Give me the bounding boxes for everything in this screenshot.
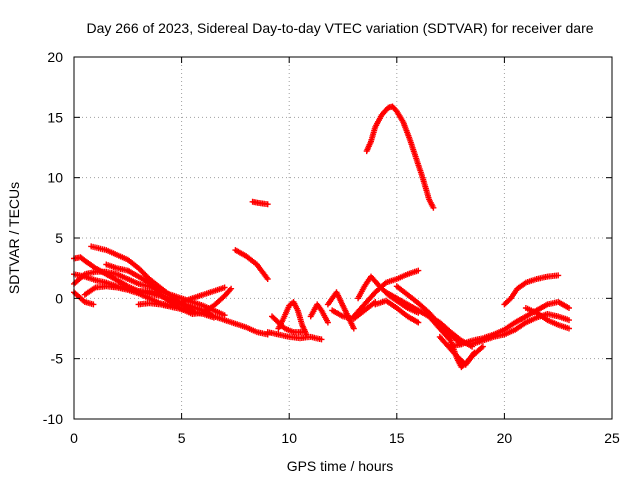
data-point	[299, 329, 306, 336]
series-track-x	[436, 333, 486, 368]
series-track-o	[307, 301, 331, 326]
series-track-n	[269, 313, 306, 336]
y-tick-label: 5	[55, 230, 63, 246]
y-tick-label: 0	[55, 290, 63, 306]
data-point	[90, 301, 97, 308]
data-point	[210, 314, 217, 321]
data-point	[157, 289, 164, 296]
data-point	[228, 285, 235, 292]
series-track-m	[264, 329, 325, 343]
data-point	[479, 343, 486, 350]
data-point	[221, 284, 228, 291]
y-tick-label: 10	[47, 170, 63, 186]
data-point	[415, 319, 422, 326]
grid-lines	[74, 57, 612, 419]
x-tick-label: 20	[497, 430, 513, 446]
data-point	[318, 336, 325, 343]
series-track-ac	[363, 103, 437, 211]
y-tick-label: 15	[47, 109, 63, 125]
data-point	[566, 317, 572, 324]
y-tick-label: -5	[51, 351, 64, 367]
data-point	[566, 305, 572, 311]
x-tick-label: 5	[178, 430, 186, 446]
series-track-y	[447, 299, 572, 350]
data-point	[221, 312, 228, 319]
x-tick-label: 15	[389, 430, 405, 446]
x-tick-label: 10	[281, 430, 297, 446]
data-point	[430, 204, 437, 211]
data-point	[555, 272, 562, 279]
series-track-ab	[522, 305, 572, 332]
data-point	[324, 319, 331, 326]
data-point	[264, 276, 271, 282]
y-tick-label: -10	[43, 411, 63, 427]
y-tick-label: 20	[47, 49, 63, 65]
data-point	[566, 325, 572, 332]
series-track-z	[469, 311, 572, 348]
data-points	[71, 103, 572, 371]
data-point	[415, 267, 422, 274]
series-track-i	[178, 284, 228, 305]
axis-ticks: 0 5 10 15 20 25 -10 -5 0 5 10 15 20	[43, 49, 620, 446]
series-track-l	[275, 299, 310, 338]
data-point	[350, 325, 357, 332]
y-axis-label: SDTVAR / TECUs	[6, 182, 22, 294]
x-tick-label: 0	[70, 430, 78, 446]
chart-title: Day 266 of 2023, Sidereal Day-to-day VTE…	[86, 20, 593, 36]
x-tick-label: 25	[604, 430, 620, 446]
series-track-g	[103, 261, 164, 296]
series-track-j	[232, 247, 271, 282]
x-axis-label: GPS time / hours	[287, 458, 394, 474]
series-track-v	[372, 297, 422, 326]
data-point	[264, 201, 271, 208]
series-track-h	[135, 300, 217, 321]
series-track-e	[88, 243, 196, 314]
series-track-aa	[501, 272, 562, 308]
series-track-k	[249, 198, 271, 208]
